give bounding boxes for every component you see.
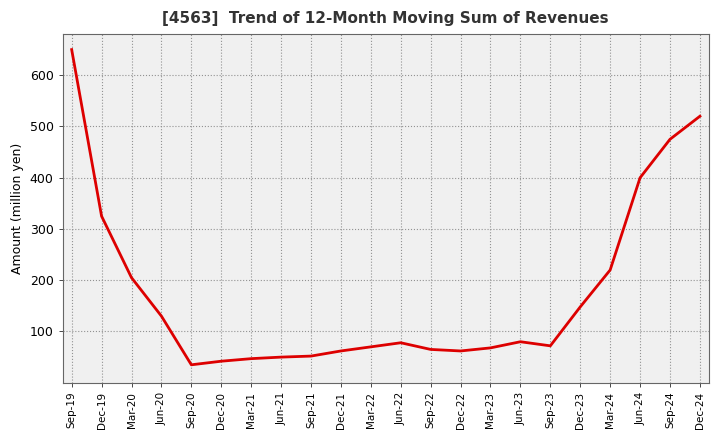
- Title: [4563]  Trend of 12-Month Moving Sum of Revenues: [4563] Trend of 12-Month Moving Sum of R…: [163, 11, 609, 26]
- Y-axis label: Amount (million yen): Amount (million yen): [11, 143, 24, 274]
